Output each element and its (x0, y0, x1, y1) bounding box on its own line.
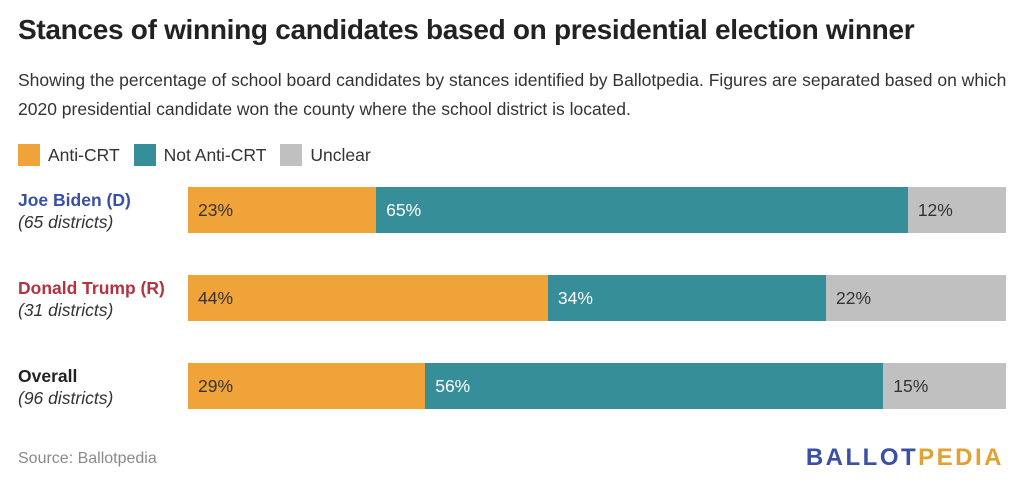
bar-segment: 23% (188, 187, 377, 233)
category-note: (31 districts) (18, 300, 114, 320)
legend-label: Unclear (310, 144, 371, 165)
bar-segment: 65% (376, 187, 908, 233)
legend-swatch (18, 144, 40, 166)
stacked-bar: 29% 56% 15% (188, 363, 1006, 409)
bar-segment: 34% (547, 275, 827, 321)
legend-item: Not Anti-CRT (133, 144, 267, 166)
data-label: 15% (893, 375, 929, 396)
data-label: 22% (836, 287, 872, 308)
chart-legend: Anti-CRT Not Anti-CRT Unclear (18, 142, 385, 168)
category-note: (96 districts) (18, 388, 114, 408)
category-name: Joe Biden (D) (18, 190, 131, 210)
data-label: 56% (435, 375, 471, 396)
data-label: 12% (917, 199, 953, 220)
data-label: 65% (386, 199, 422, 220)
data-label: 29% (198, 375, 234, 396)
legend-label: Not Anti-CRT (163, 144, 267, 165)
bar-segment: 56% (425, 363, 884, 409)
category-label: Donald Trump (R) (31 districts) (18, 277, 186, 321)
chart-title: Stances of winning candidates based on p… (18, 14, 915, 45)
data-label: 23% (198, 199, 234, 220)
ballotpedia-logo: BALLOTPEDIA (806, 444, 1004, 472)
category-name: Overall (18, 366, 78, 386)
category-label: Joe Biden (D) (65 districts) (18, 189, 186, 233)
logo-part-pedia: PEDIA (918, 444, 1004, 471)
legend-label: Anti-CRT (48, 144, 120, 165)
data-label: 34% (557, 287, 593, 308)
legend-item: Unclear (280, 144, 371, 166)
chart-subtitle: Showing the percentage of school board c… (18, 70, 1007, 119)
logo-part-ballot: BALLOT (805, 444, 919, 471)
legend-swatch (133, 144, 156, 166)
bar-segment: 12% (907, 187, 1006, 233)
stacked-bar: 44% 34% 22% (188, 275, 1006, 321)
legend-swatch (280, 144, 303, 166)
source-note: Source: Ballotpedia (18, 450, 157, 467)
stacked-bar: 23% 65% 12% (188, 187, 1006, 233)
category-name: Donald Trump (R) (18, 278, 165, 298)
bar-segment: 44% (188, 275, 548, 321)
legend-item: Anti-CRT (18, 144, 120, 166)
bar-segment: 15% (883, 363, 1006, 409)
category-note: (65 districts) (18, 212, 114, 232)
bar-segment: 22% (826, 275, 1006, 321)
category-label: Overall (96 districts) (18, 365, 186, 409)
bar-segment: 29% (188, 363, 426, 409)
data-label: 44% (198, 287, 234, 308)
